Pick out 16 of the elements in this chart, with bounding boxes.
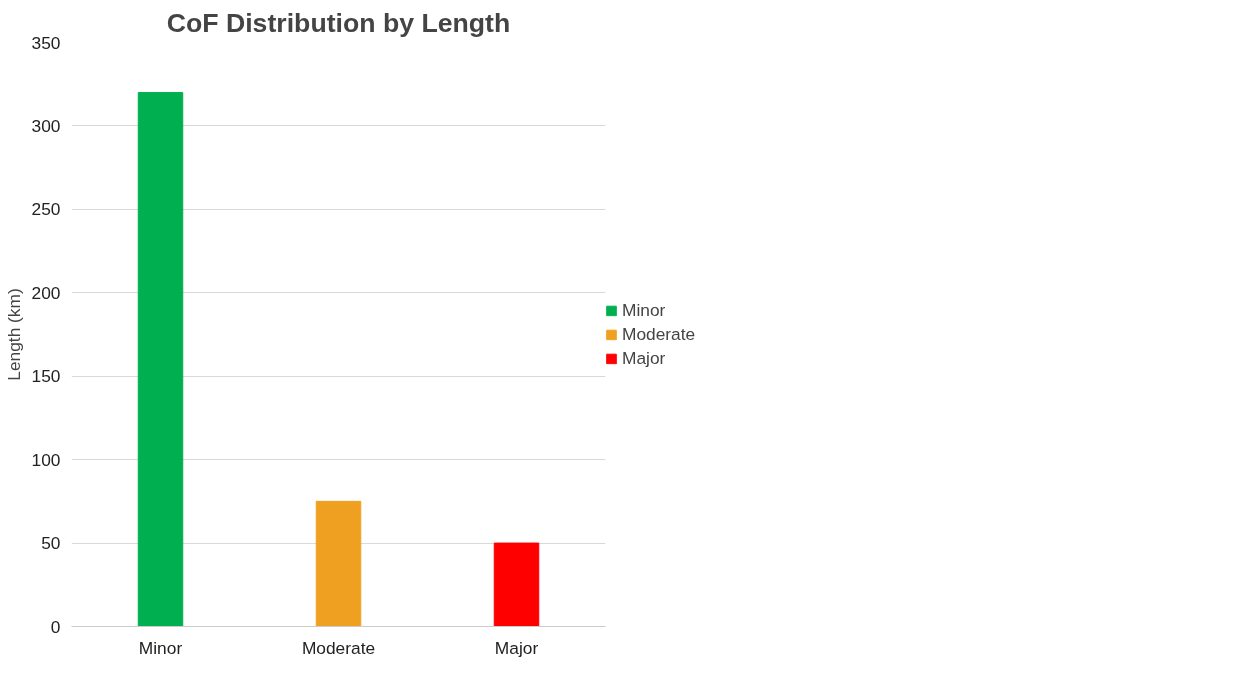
y-tick-label: 350 bbox=[31, 32, 61, 53]
y-tick-label: 300 bbox=[31, 115, 61, 136]
y-axis-title: Length (km) bbox=[3, 288, 24, 381]
x-tick-label: Minor bbox=[138, 637, 183, 658]
y-tick-label: 50 bbox=[41, 533, 61, 554]
y-tick-label: 100 bbox=[31, 449, 61, 470]
x-tick-label: Major bbox=[494, 637, 539, 658]
chart-title: CoF Distribution by Length bbox=[166, 7, 511, 38]
y-tick-label: 150 bbox=[31, 366, 61, 387]
y-tick-label: 200 bbox=[31, 282, 61, 303]
y-tick-label: 250 bbox=[31, 199, 61, 220]
legend-label: Moderate bbox=[622, 323, 697, 345]
y-tick-label: 0 bbox=[50, 616, 61, 637]
x-tick-label: Moderate bbox=[301, 637, 376, 658]
legend-label: Major bbox=[622, 347, 667, 369]
legend-label: Minor bbox=[622, 299, 667, 321]
